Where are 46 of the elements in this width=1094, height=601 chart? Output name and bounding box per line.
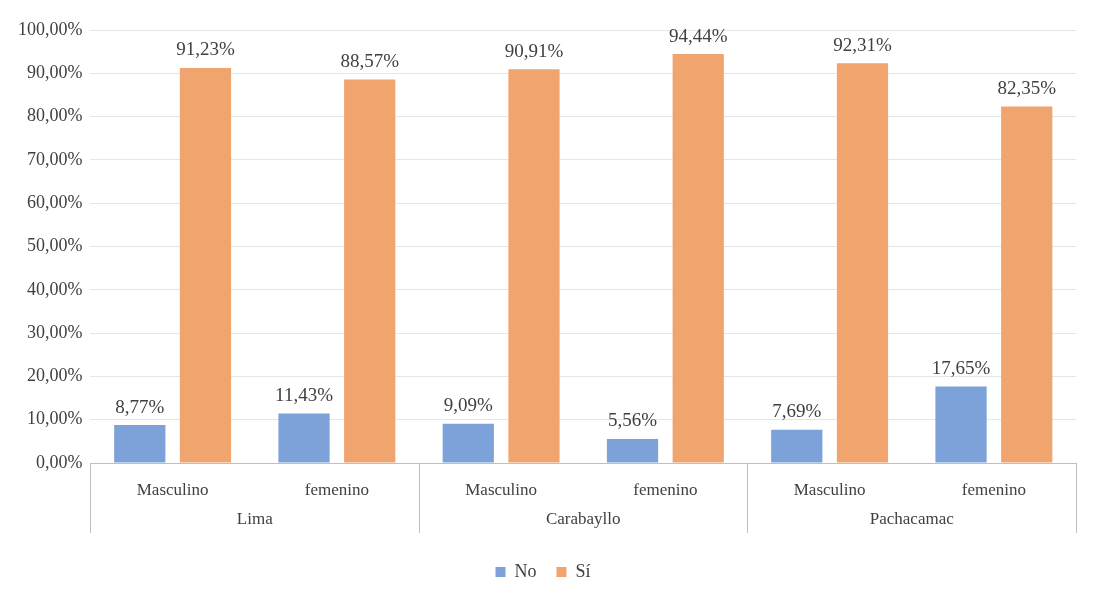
y-tick-label: 20,00% (26, 365, 83, 386)
bar (179, 67, 232, 463)
bar (278, 413, 330, 463)
text: Lima (236, 509, 274, 529)
y-tick-label: 90,00% (26, 62, 83, 83)
data-label: 11,43% (275, 383, 334, 405)
y-tick-label: 0,00% (35, 451, 83, 472)
data-label: 92,31% (833, 33, 892, 55)
text: Pachacamac (869, 509, 955, 529)
legend-label: Sí (575, 560, 591, 581)
y-tick-label: 80,00% (26, 105, 83, 126)
bar (442, 423, 494, 463)
data-label: 88,57% (340, 49, 400, 71)
bar (344, 79, 396, 463)
bar (836, 63, 889, 463)
text: Carabayllo (545, 509, 621, 529)
bar (771, 429, 823, 463)
data-label: 9,09% (443, 394, 493, 416)
data-label: 7,69% (772, 400, 822, 422)
legend-label: No (514, 560, 537, 581)
data-label: 90,91% (504, 39, 564, 61)
x-tick-label: Masculino (136, 479, 209, 499)
y-tick-label: 60,00% (26, 191, 83, 212)
bar (606, 438, 659, 463)
x-tick-label: femenino (961, 479, 1026, 499)
data-label: 8,77% (115, 395, 165, 417)
data-label: 17,65% (931, 357, 991, 379)
x-tick-label: Masculino (793, 479, 866, 499)
y-tick-label: 100,00% (17, 18, 83, 39)
bar (114, 425, 166, 463)
bar (935, 386, 987, 463)
x-tick-label: femenino (633, 479, 698, 499)
data-label: 5,56% (607, 409, 658, 431)
y-tick-label: 40,00% (26, 278, 83, 299)
data-label: 91,23% (176, 38, 235, 60)
bar (672, 54, 724, 463)
y-tick-label: 10,00% (26, 408, 83, 429)
bar (508, 69, 560, 463)
data-label: 94,44% (668, 24, 728, 46)
y-tick-label: 50,00% (26, 235, 83, 256)
data-label: 82,35% (997, 76, 1057, 98)
x-tick-label: femenino (304, 479, 369, 499)
x-tick-label: Masculino (465, 479, 538, 499)
y-tick-label: 70,00% (26, 148, 83, 169)
bar (1001, 106, 1053, 463)
y-tick-label: 30,00% (26, 321, 83, 342)
